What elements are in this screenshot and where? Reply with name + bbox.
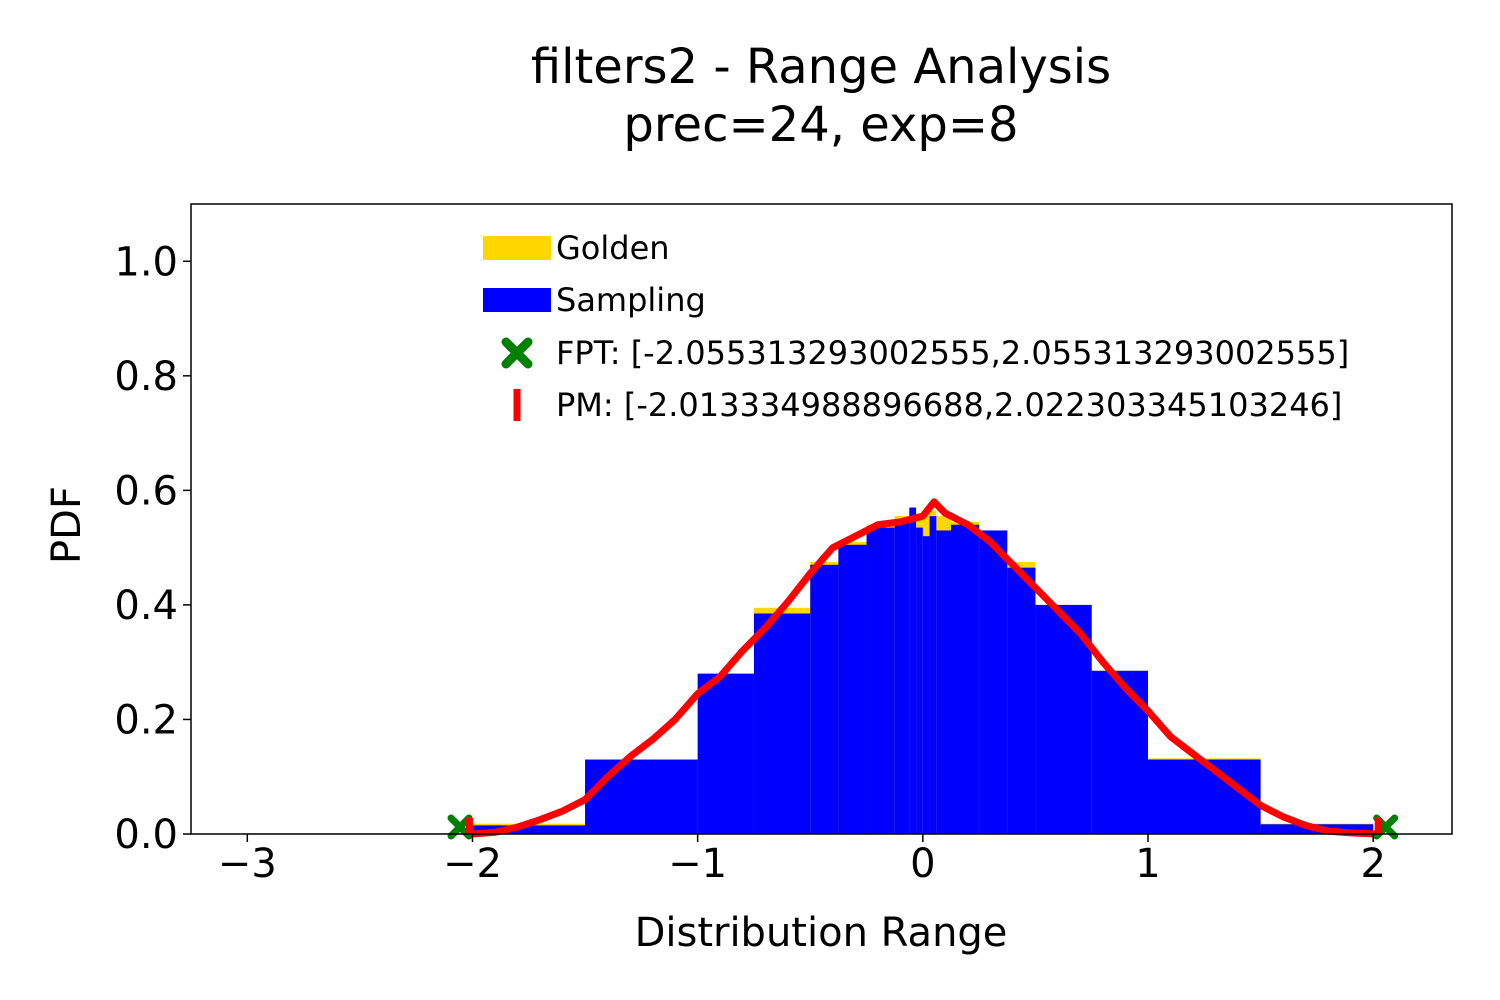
sampling-bar-2 xyxy=(585,759,698,834)
legend: Golden Sampling FPT: [-2.055313293002555,2… xyxy=(483,229,1349,424)
sampling-bar-19 xyxy=(1148,759,1261,834)
legend-label-2: FPT: [-2.055313293002555,2.0553132930025… xyxy=(556,334,1349,372)
plot-frame xyxy=(190,203,1453,835)
y-tick-label-5: 1.0 xyxy=(114,239,178,285)
pm-line xyxy=(469,498,1382,838)
sampling-bar-7 xyxy=(866,527,895,834)
pm-line-group xyxy=(469,498,1382,838)
sampling-bar-10 xyxy=(916,527,923,834)
sampling-bars xyxy=(247,507,1374,834)
y-tick-label-4: 0.8 xyxy=(114,354,178,400)
sampling-bar-13 xyxy=(936,530,951,834)
sampling-bar-17 xyxy=(1035,604,1092,834)
x-axis-label: Distribution Range xyxy=(635,910,1008,956)
y-tick-label-2: 0.4 xyxy=(114,583,178,629)
legend-swatch-sampling xyxy=(483,288,551,312)
y-axis-ticks: 0.0 0.2 0.4 0.6 0.8 1.0 xyxy=(114,239,191,858)
sampling-bar-9 xyxy=(909,507,917,834)
legend-x-marker-icon xyxy=(501,337,533,369)
y-tick-label-3: 0.6 xyxy=(114,468,178,514)
x-tick-label-4: 1 xyxy=(1135,841,1160,887)
y-axis-label: PDF xyxy=(44,486,90,564)
sampling-bar-5 xyxy=(810,564,839,834)
sampling-bar-12 xyxy=(929,516,937,834)
y-tick-label-1: 0.2 xyxy=(114,697,178,743)
sampling-bar-1 xyxy=(472,825,586,834)
x-tick-label-3: 0 xyxy=(910,841,935,887)
sampling-bar-8 xyxy=(894,519,910,834)
legend-swatch-golden xyxy=(483,236,551,260)
sampling-bar-14 xyxy=(950,524,980,834)
sampling-bar-4 xyxy=(753,613,811,834)
sampling-bar-6 xyxy=(838,544,867,834)
x-tick-label-1: −2 xyxy=(443,841,502,887)
range-markers xyxy=(447,814,1399,840)
x-tick-label-0: −3 xyxy=(218,841,277,887)
legend-label-3: PM: [-2.013334988896688,2.02230334510324… xyxy=(556,386,1342,424)
x-tick-label-2: −1 xyxy=(668,841,727,887)
x-axis-ticks: −3 −2 −1 0 1 2 xyxy=(218,834,1386,887)
sampling-bar-11 xyxy=(922,536,930,834)
sampling-bar-18 xyxy=(1091,670,1149,834)
sampling-bar-16 xyxy=(1007,567,1036,834)
legend-label-0: Golden xyxy=(556,229,670,267)
chart-title-line1: filters2 - Range Analysis xyxy=(531,39,1111,95)
legend-label-1: Sampling xyxy=(556,281,706,319)
sampling-bar-3 xyxy=(697,673,754,834)
sampling-bar-15 xyxy=(979,530,1008,834)
y-tick-label-0: 0.0 xyxy=(114,812,178,858)
chart-title-line2: prec=24, exp=8 xyxy=(623,97,1018,153)
x-tick-label-5: 2 xyxy=(1360,841,1385,887)
